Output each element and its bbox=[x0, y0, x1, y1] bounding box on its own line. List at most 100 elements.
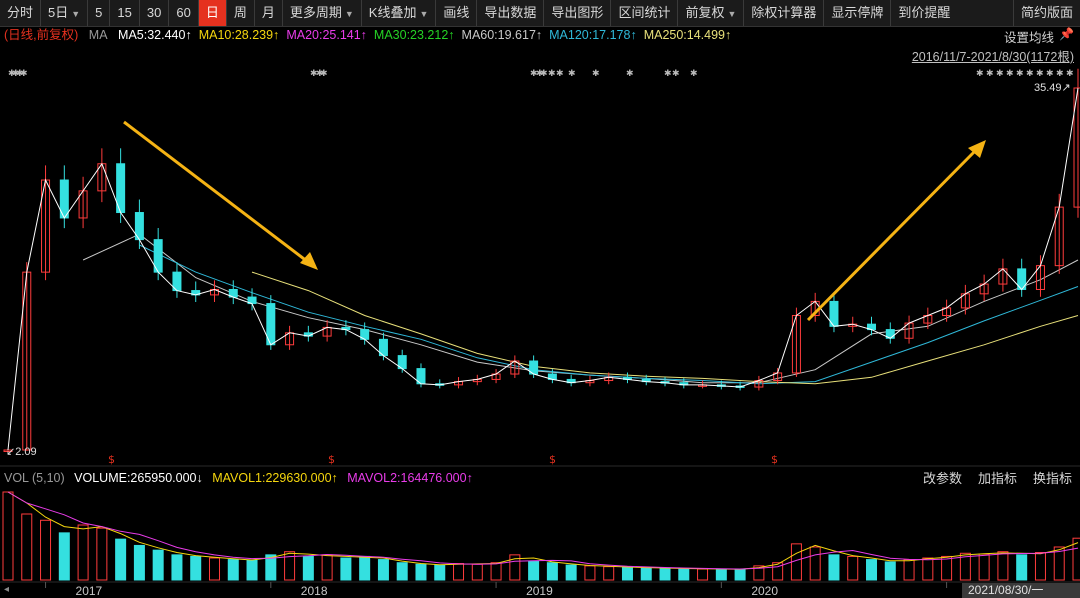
volume-bar bbox=[697, 568, 709, 581]
ma-legend: (日线,前复权) MA MA5:32.440↑ MA10:28.239↑ MA20:… bbox=[4, 26, 745, 44]
volume-bar bbox=[866, 559, 878, 581]
ma-line-MA120 bbox=[139, 244, 1079, 385]
volume-bar bbox=[772, 562, 784, 581]
year-label-2017: 2017 bbox=[76, 584, 103, 598]
indicator-button-0[interactable]: 改参数 bbox=[922, 471, 962, 486]
chevron-down-icon: ▼ bbox=[727, 9, 737, 19]
indicator-button-1[interactable]: 加指标 bbox=[977, 471, 1017, 486]
period-tab-17[interactable]: 显示停牌 bbox=[823, 0, 890, 26]
event-marker-25: ✱ bbox=[1046, 69, 1054, 79]
event-marker-18: ✱ bbox=[976, 69, 984, 79]
mavol1-line bbox=[7, 491, 1079, 570]
period-tab-6[interactable]: 日 bbox=[197, 0, 226, 26]
period-tab-7[interactable]: 周 bbox=[225, 0, 254, 26]
volume-bar bbox=[715, 568, 727, 581]
event-marker-6: ✱ bbox=[320, 69, 328, 79]
period-tab-14[interactable]: 区间统计 bbox=[610, 0, 677, 26]
event-marker-5: ✱ bbox=[316, 69, 324, 79]
volume-bar bbox=[40, 519, 52, 581]
volume-bar bbox=[58, 532, 70, 581]
event-marker-23: ✱ bbox=[1026, 69, 1034, 79]
period-tab-2[interactable]: 5 bbox=[87, 0, 109, 26]
volume-bar bbox=[809, 546, 821, 581]
volume-bar bbox=[302, 555, 314, 581]
set-ma-button[interactable]: 设置均线 bbox=[1003, 31, 1054, 45]
volume-bar bbox=[265, 554, 277, 581]
period-tab-16[interactable]: 除权计算器 bbox=[743, 0, 823, 26]
ma-value-2: MA20:25.141↑ bbox=[286, 28, 367, 42]
low-price-label: ↙2.09 bbox=[6, 446, 37, 458]
down-arrow-head bbox=[300, 252, 318, 270]
volume-bar bbox=[1034, 552, 1046, 581]
volume-bar bbox=[941, 555, 953, 581]
volume-bar bbox=[359, 555, 371, 581]
period-label: (日线,前复权) bbox=[4, 28, 79, 42]
indicator-button-2[interactable]: 换指标 bbox=[1032, 471, 1072, 486]
volume-bar bbox=[734, 568, 746, 581]
volume-bar bbox=[377, 559, 389, 581]
chevron-down-icon: ▼ bbox=[344, 9, 354, 19]
year-label-2019: 2019 bbox=[526, 584, 553, 598]
period-tab-4[interactable]: 30 bbox=[138, 0, 168, 26]
volume-bar bbox=[21, 513, 33, 581]
event-marker-3: ✱ bbox=[20, 69, 28, 79]
dividend-marker-1: $ bbox=[328, 453, 335, 466]
event-marker-21: ✱ bbox=[1006, 69, 1014, 79]
scroll-left-icon[interactable]: ◂ bbox=[4, 584, 10, 595]
period-tab-13[interactable]: 导出图形 bbox=[543, 0, 610, 26]
volume-bar bbox=[847, 555, 859, 581]
volume-bar bbox=[490, 562, 502, 581]
event-marker-12: ✱ bbox=[568, 69, 576, 79]
period-tab-15[interactable]: 前复权 ▼ bbox=[677, 0, 743, 26]
volume-bar bbox=[208, 557, 220, 581]
volume-bar bbox=[509, 554, 521, 581]
event-marker-22: ✱ bbox=[1016, 69, 1024, 79]
event-marker-10: ✱ bbox=[548, 69, 556, 79]
dividend-marker-2: $ bbox=[549, 453, 556, 466]
volume-bar bbox=[903, 559, 915, 581]
period-tab-5[interactable]: 60 bbox=[168, 0, 197, 26]
volume-bar bbox=[471, 563, 483, 581]
event-marker-7: ✱ bbox=[530, 69, 538, 79]
ma-value-4: MA60:19.617↑ bbox=[461, 28, 543, 42]
up-arrow-head bbox=[968, 140, 986, 158]
volume-bar bbox=[96, 527, 108, 581]
close-price-line bbox=[7, 87, 1079, 451]
dividend-marker-0: $ bbox=[108, 453, 115, 466]
period-tab-10[interactable]: K线叠加 ▼ bbox=[360, 0, 436, 26]
period-tab-1[interactable]: 5日 ▼ bbox=[40, 0, 87, 26]
volume-bar bbox=[753, 565, 765, 581]
ma-value-1: MA10:28.239↑ bbox=[198, 28, 280, 42]
year-label-2018: 2018 bbox=[301, 584, 328, 598]
volume-bar bbox=[415, 563, 427, 581]
mavol2-value: MAVOL2:164476.000↑ bbox=[347, 471, 473, 485]
volume-bar bbox=[1072, 537, 1080, 581]
ma-value-0: MA5:32.440↑ bbox=[118, 28, 192, 42]
volume-bar bbox=[1053, 546, 1065, 581]
event-marker-8: ✱ bbox=[536, 69, 544, 79]
date-range-label[interactable]: 2016/11/7-2021/8/30(1172根) bbox=[911, 50, 1074, 64]
event-marker-16: ✱ bbox=[672, 69, 680, 79]
period-tab-0[interactable]: 分时 bbox=[7, 5, 34, 20]
vol-title: VOL (5,10) bbox=[4, 471, 65, 485]
chevron-down-icon: ▼ bbox=[419, 9, 429, 19]
period-tab-18[interactable]: 到价提醒 bbox=[890, 0, 957, 26]
volume-bar bbox=[340, 557, 352, 581]
period-tab-12[interactable]: 导出数据 bbox=[476, 0, 543, 26]
simple-layout-button[interactable]: 简约版面 bbox=[1012, 0, 1080, 26]
chevron-down-icon: ▼ bbox=[71, 9, 81, 19]
period-tab-3[interactable]: 15 bbox=[109, 0, 138, 26]
period-tab-11[interactable]: 画线 bbox=[435, 0, 476, 26]
event-marker-20: ✱ bbox=[996, 69, 1004, 79]
pin-icon[interactable]: 📌 bbox=[1059, 27, 1074, 41]
ma-value-6: MA250:14.499↑ bbox=[643, 28, 732, 42]
period-tab-8[interactable]: 月 bbox=[253, 0, 282, 26]
volume-bar bbox=[190, 555, 202, 581]
volume-bar bbox=[133, 544, 145, 581]
period-toolbar: 分时 5日 ▼ 5 15 30 60 日周月更多周期 ▼ K线叠加 ▼ 画线 导出数据 导出图形 区间统计前… bbox=[0, 0, 1080, 27]
cursor-date-box: 2021/08/30/一 bbox=[962, 583, 1080, 598]
volume-bar bbox=[284, 551, 296, 581]
volume-bar bbox=[884, 561, 896, 581]
volume-bar bbox=[678, 568, 690, 581]
period-tab-9[interactable]: 更多周期 ▼ bbox=[281, 0, 361, 26]
